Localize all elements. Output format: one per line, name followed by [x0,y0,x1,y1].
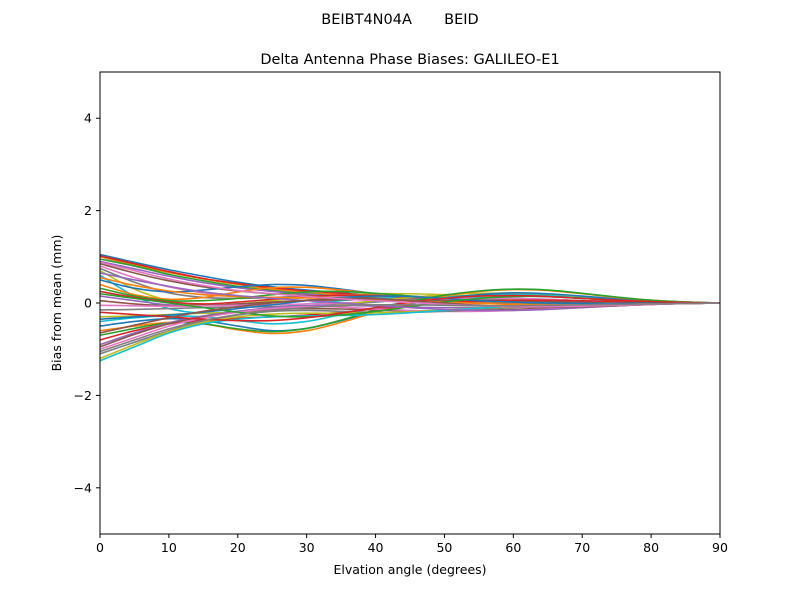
figure-suptitle: BEIBT4N04A BEID [321,12,478,28]
series-layer [99,253,721,362]
series-line-29 [99,302,721,360]
x-axis-label: Elvation angle (degrees) [333,562,486,577]
x-tick-label: 20 [230,540,246,555]
y-axis: −4 −2 0 2 4 [74,111,100,495]
x-tick-label: 0 [96,540,104,555]
y-tick-label: 0 [84,296,92,311]
y-axis-label: Bias from mean (mm) [49,235,64,372]
series-line-38 [99,302,721,353]
y-tick-label: −4 [74,480,92,495]
chart-title: Delta Antenna Phase Biases: GALILEO-E1 [260,52,559,68]
x-tick-label: 80 [643,540,659,555]
x-tick-label: 60 [505,540,521,555]
x-tick-label: 50 [436,540,452,555]
y-tick-label: 2 [84,203,92,218]
x-axis: 0 10 20 30 40 50 60 70 80 90 [96,534,728,555]
series-line-31 [99,295,720,320]
plot-area [99,71,721,535]
y-tick-label: 4 [84,111,92,126]
x-tick-label: 40 [368,540,384,555]
y-tick-label: −2 [74,388,92,403]
series-line-37 [99,261,721,308]
x-tick-label: 70 [574,540,590,555]
x-tick-label: 30 [299,540,315,555]
x-tick-label: 10 [161,540,177,555]
x-tick-label: 90 [712,540,728,555]
